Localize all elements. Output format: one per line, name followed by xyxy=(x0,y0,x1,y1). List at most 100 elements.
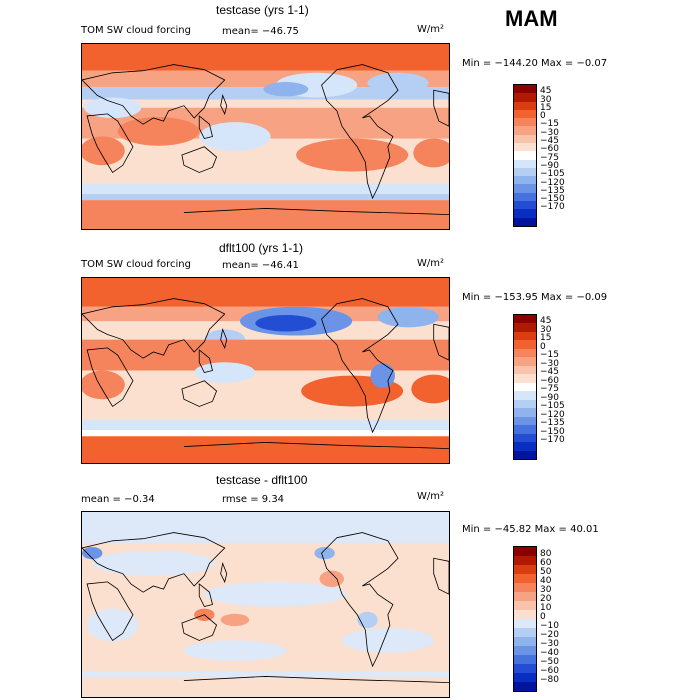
colorbar-swatch xyxy=(514,565,536,574)
colorbar-swatch xyxy=(514,142,536,152)
panel3-minmax-label: Min = −45.82 Max = 40.01 xyxy=(462,524,599,535)
colorbar-tick-label: 0 xyxy=(540,111,546,122)
panel1-map xyxy=(81,43,450,230)
colorbar-swatch xyxy=(514,646,536,655)
colorbar-tick-label: −90 xyxy=(540,160,559,171)
colorbar-swatch xyxy=(514,450,536,459)
colorbar-swatch xyxy=(514,93,536,102)
colorbar-swatch xyxy=(514,101,536,110)
colorbar-swatch xyxy=(514,601,536,610)
colorbar-tick-label: 0 xyxy=(540,612,546,622)
panel3-units-label: W/m² xyxy=(417,491,445,502)
colorbar-swatch xyxy=(514,217,536,226)
panel1-variable-label: TOM SW cloud forcing xyxy=(81,25,191,36)
colorbar-tick-label: −40 xyxy=(540,648,559,658)
season-label: MAM xyxy=(505,6,558,31)
colorbar-tick-label: 30 xyxy=(540,324,552,335)
colorbar-tick-label: 50 xyxy=(540,567,552,577)
colorbar-swatch xyxy=(514,382,536,392)
colorbar-tick-label: 30 xyxy=(540,94,552,105)
colorbar-tick-label: −120 xyxy=(540,409,565,420)
colorbar-swatch xyxy=(514,583,536,592)
colorbar-swatch xyxy=(514,628,536,637)
panel2-map xyxy=(81,277,450,464)
colorbar-swatch xyxy=(514,151,536,160)
colorbar-tick-label: −135 xyxy=(540,185,565,196)
colorbar-tick-label: −30 xyxy=(540,127,559,138)
panel1-mean-label: mean= −46.75 xyxy=(222,26,299,37)
panel2-title: dflt100 (yrs 1-1) xyxy=(219,241,304,255)
colorbar-tick-label: −60 xyxy=(540,666,559,676)
colorbar-tick-label: −50 xyxy=(540,657,559,667)
colorbar-swatch xyxy=(514,610,536,619)
panel2-units-label: W/m² xyxy=(417,258,445,269)
colorbar-tick-label: 80 xyxy=(540,549,552,559)
colorbar-tick-label: −75 xyxy=(540,152,559,163)
colorbar-swatch xyxy=(514,592,536,601)
colorbar-swatch xyxy=(514,655,536,664)
colorbar-swatch xyxy=(514,574,536,583)
colorbar-swatch xyxy=(514,664,536,673)
colorbar-swatch xyxy=(514,315,536,324)
colorbar-tick-label: −45 xyxy=(540,136,559,147)
colorbar-tick-label: −150 xyxy=(540,426,565,437)
panel2-colorbar xyxy=(513,314,537,460)
colorbar-swatch xyxy=(514,416,536,426)
panel1-colorbar xyxy=(513,84,537,227)
colorbar-tick-label: −30 xyxy=(540,639,559,649)
colorbar-swatch xyxy=(514,442,536,451)
colorbar-tick-label: −10 xyxy=(540,621,559,631)
panel3-rmse-label: rmse = 9.34 xyxy=(222,494,285,505)
colorbar-tick-label: −15 xyxy=(540,119,559,130)
panel1-minmax-label: Min = −144.20 Max = −0.07 xyxy=(462,58,608,69)
colorbar-swatch xyxy=(514,176,536,185)
colorbar-tick-label: 20 xyxy=(540,594,552,604)
colorbar-tick-label: −60 xyxy=(540,144,559,155)
panel3-colorbar xyxy=(513,546,537,692)
colorbar-swatch xyxy=(514,682,536,691)
colorbar-tick-label: 60 xyxy=(540,558,552,568)
colorbar-tick-label: 15 xyxy=(540,102,552,113)
colorbar-swatch xyxy=(514,159,536,168)
colorbar-swatch xyxy=(514,365,536,375)
colorbar-swatch xyxy=(514,547,536,556)
panel3-mean-label: mean = −0.34 xyxy=(81,494,155,505)
colorbar-swatch xyxy=(514,167,536,177)
panel3-title: testcase - dflt100 xyxy=(216,473,308,487)
colorbar-swatch xyxy=(514,637,536,646)
colorbar-tick-label: −135 xyxy=(540,418,565,429)
colorbar-swatch xyxy=(514,673,536,682)
colorbar-swatch xyxy=(514,348,536,358)
colorbar-tick-label: 30 xyxy=(540,585,552,595)
colorbar-swatch xyxy=(514,399,536,409)
colorbar-tick-label: −105 xyxy=(540,401,565,412)
colorbar-swatch xyxy=(514,391,536,400)
colorbar-tick-label: 10 xyxy=(540,603,552,613)
colorbar-swatch xyxy=(514,408,536,417)
colorbar-tick-label: 45 xyxy=(540,316,552,327)
colorbar-swatch xyxy=(514,118,536,127)
colorbar-tick-label: 0 xyxy=(540,341,546,352)
colorbar-tick-label: −45 xyxy=(540,367,559,378)
colorbar-swatch xyxy=(514,85,536,94)
colorbar-swatch xyxy=(514,619,536,628)
colorbar-swatch xyxy=(514,134,536,143)
panel2-variable-label: TOM SW cloud forcing xyxy=(81,259,191,270)
colorbar-tick-label: −80 xyxy=(540,675,559,685)
panel1-units-label: W/m² xyxy=(417,24,445,35)
colorbar-tick-label: −75 xyxy=(540,384,559,395)
colorbar-swatch xyxy=(514,374,536,383)
colorbar-tick-label: −30 xyxy=(540,358,559,369)
panel2-minmax-label: Min = −153.95 Max = −0.09 xyxy=(462,292,608,303)
colorbar-swatch xyxy=(514,209,536,218)
colorbar-swatch xyxy=(514,184,536,193)
colorbar-swatch xyxy=(514,433,536,443)
colorbar-tick-label: −105 xyxy=(540,169,565,180)
colorbar-swatch xyxy=(514,556,536,565)
colorbar-tick-label: 45 xyxy=(540,86,552,97)
panel1-title: testcase (yrs 1-1) xyxy=(216,3,309,17)
colorbar-swatch xyxy=(514,357,536,366)
colorbar-tick-label: −170 xyxy=(540,435,565,446)
colorbar-tick-label: −20 xyxy=(540,630,559,640)
colorbar-tick-label: −90 xyxy=(540,392,559,403)
